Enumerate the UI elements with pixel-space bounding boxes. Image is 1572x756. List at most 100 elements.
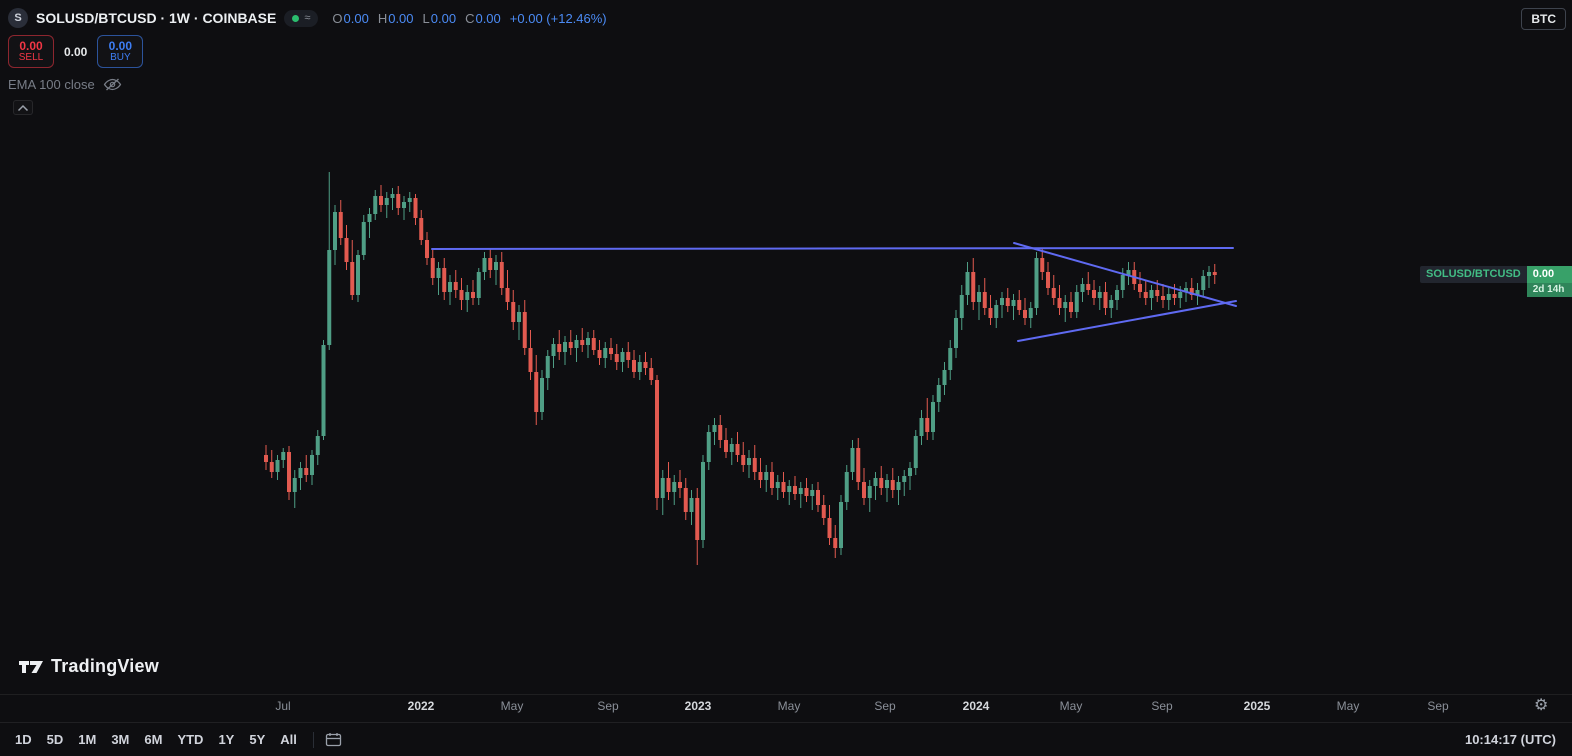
trendline[interactable] (1013, 242, 1237, 307)
candle (971, 258, 976, 310)
candle (482, 252, 487, 280)
time-axis[interactable]: Jul 2022 May Sep 2023 May Sep 2024 May Sep 2025 May… (0, 694, 1572, 723)
settings-gear-icon[interactable]: ⚙ (1534, 697, 1549, 714)
candle (1201, 270, 1206, 297)
candle (459, 278, 464, 310)
candle (637, 355, 642, 380)
candle (499, 252, 504, 295)
range-button-5d[interactable]: 5D (40, 728, 71, 751)
eye-off-icon[interactable] (103, 78, 122, 91)
candle (821, 495, 826, 525)
price-axis-currency-button[interactable]: BTC (1521, 8, 1566, 30)
range-button-1m[interactable]: 1M (71, 728, 103, 751)
range-button-5y[interactable]: 5Y (242, 728, 272, 751)
candle (902, 470, 907, 496)
candle (931, 395, 935, 440)
candle (1000, 292, 1004, 318)
candle (298, 462, 303, 490)
open-label: O (332, 10, 343, 26)
candle (327, 172, 332, 350)
candle (764, 465, 769, 492)
candle (1051, 275, 1056, 305)
candle (1023, 298, 1027, 325)
candle (494, 255, 498, 285)
candle (908, 462, 912, 490)
go-to-date-icon (325, 733, 342, 747)
bar-countdown: 2d 14h (1526, 283, 1572, 297)
candle (591, 330, 596, 355)
candlestick-chart-canvas[interactable] (0, 0, 1572, 722)
buy-button[interactable]: 0.00 BUY (97, 35, 144, 68)
candle (977, 285, 981, 320)
clock-timezone[interactable]: 10:14:17 (UTC) (1464, 732, 1556, 747)
candle (1017, 290, 1022, 315)
candle (632, 350, 636, 378)
time-axis-label: Sep (597, 699, 619, 713)
candle (1092, 280, 1096, 305)
candle (367, 208, 372, 238)
candle (695, 488, 700, 565)
range-button-6m[interactable]: 6M (137, 728, 169, 751)
range-buttons: 1D 5D 1M 3M 6M YTD 1Y 5Y All (8, 728, 304, 751)
candle (879, 466, 884, 495)
candle (844, 465, 849, 510)
indicator-legend[interactable]: EMA 100 close (8, 77, 122, 92)
trendline[interactable] (431, 247, 1234, 250)
candle (839, 495, 843, 555)
tradingview-logo[interactable]: TradingView (18, 656, 159, 677)
spread-value: 0.00 (64, 44, 88, 59)
candle (793, 476, 797, 500)
candle (436, 262, 441, 295)
range-button-1d[interactable]: 1D (8, 728, 39, 751)
candle (689, 490, 694, 525)
candle (557, 330, 562, 360)
candle (718, 415, 723, 448)
candle (1005, 288, 1010, 312)
candle (396, 186, 401, 215)
candle (683, 478, 688, 520)
candle (528, 330, 533, 380)
candle (1161, 284, 1165, 308)
candle (798, 482, 803, 508)
candle (287, 446, 291, 500)
time-axis-label: 2024 (962, 699, 990, 713)
symbol-logo[interactable]: S (8, 8, 28, 28)
open-value: 0.00 (343, 10, 369, 26)
market-status-pill[interactable]: ≈ (284, 9, 319, 27)
candle (885, 474, 889, 502)
candle (620, 348, 625, 372)
close-label: C (465, 10, 475, 26)
candle (862, 468, 866, 505)
candle (1126, 262, 1131, 285)
sell-button[interactable]: 0.00 SELL (8, 35, 54, 68)
trade-buttons: 0.00 SELL 0.00 0.00 BUY (8, 35, 144, 68)
ohlc-values: O 0.00 H 0.00 L 0.00 C 0.00 +0.00 (+12.46%) (332, 11, 606, 26)
candle (873, 472, 878, 500)
candle (781, 472, 786, 498)
candle (787, 480, 792, 505)
trendline[interactable] (1017, 300, 1237, 342)
go-to-date-button[interactable] (323, 730, 344, 749)
collapse-legend-button[interactable] (13, 100, 33, 115)
candle (465, 285, 470, 312)
candle (563, 336, 567, 365)
close-value: 0.00 (475, 10, 501, 26)
candle (1143, 280, 1148, 305)
candle (379, 185, 383, 212)
toolbar-divider (312, 731, 314, 748)
range-button-ytd[interactable]: YTD (170, 728, 210, 751)
range-button-3m[interactable]: 3M (104, 728, 136, 751)
candle (534, 355, 539, 425)
candle (913, 430, 918, 475)
sell-label: SELL (18, 52, 44, 63)
candle (959, 285, 964, 330)
candle (833, 525, 838, 558)
price-label-value: 0.00 (1526, 266, 1572, 283)
candle (275, 455, 280, 480)
range-button-all[interactable]: All (273, 728, 304, 751)
symbol-title[interactable]: SOLUSD/BTCUSD · 1W · COINBASE (36, 10, 277, 26)
candle (609, 338, 613, 360)
range-button-1y[interactable]: 1Y (211, 728, 241, 751)
candle (356, 250, 360, 302)
candle (574, 335, 579, 362)
